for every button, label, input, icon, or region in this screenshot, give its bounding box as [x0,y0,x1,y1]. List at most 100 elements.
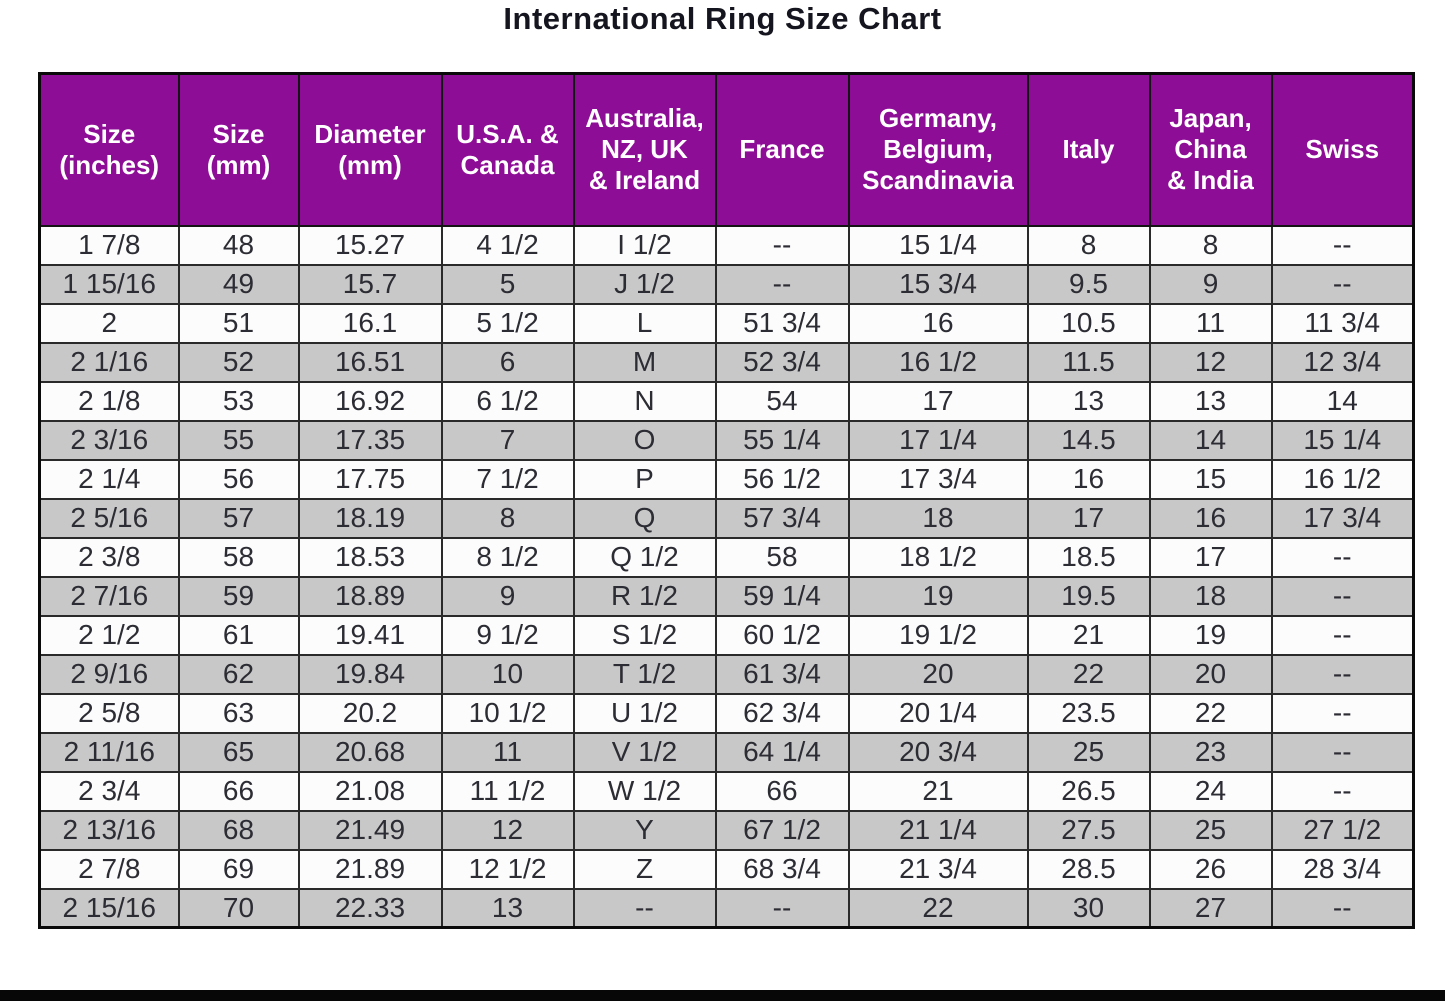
column-header-france: France [714,72,850,227]
cell-swiss: -- [1270,536,1415,578]
cell-japan-china-india: 11 [1148,302,1273,344]
cell-swiss: 27 1/2 [1270,809,1415,851]
table-row: 2 1/4 56 17.75 7 1/2 P 56 1/2 17 3/4 16 15 16 1/2 [38,458,1415,500]
cell-germany-belgium-scandinavia: 17 1/4 [847,419,1029,461]
cell-australia-nz-uk-ireland: R 1/2 [572,575,717,617]
cell-australia-nz-uk-ireland: S 1/2 [572,614,717,656]
table-row: 2 5/16 57 18.19 8 Q 57 3/4 18 17 16 17 3/4 [38,497,1415,539]
cell-japan-china-india: 25 [1148,809,1273,851]
cell-size-inches: 2 13/16 [38,809,180,851]
table-row: 2 9/16 62 19.84 10 T 1/2 61 3/4 20 22 20 -- [38,653,1415,695]
cell-australia-nz-uk-ireland: I 1/2 [572,224,717,266]
cell-size-inches: 1 7/8 [38,224,180,266]
cell-u-s-a-canada: 5 1/2 [440,302,575,344]
cell-swiss: 17 3/4 [1270,497,1415,539]
cell-italy: 28.5 [1026,848,1151,890]
cell-japan-china-india: 15 [1148,458,1273,500]
column-header-diameter-mm: Diameter (mm) [297,72,443,227]
cell-diameter-mm: 20.2 [297,692,443,734]
cell-u-s-a-canada: 8 1/2 [440,536,575,578]
cell-japan-china-india: 14 [1148,419,1273,461]
cell-australia-nz-uk-ireland: J 1/2 [572,263,717,305]
cell-germany-belgium-scandinavia: 21 [847,770,1029,812]
table-row: 2 15/16 70 22.33 13 -- -- 22 30 27 -- [38,887,1415,929]
cell-italy: 22 [1026,653,1151,695]
cell-france: 55 1/4 [714,419,850,461]
cell-diameter-mm: 21.08 [297,770,443,812]
cell-diameter-mm: 17.75 [297,458,443,500]
cell-size-mm: 48 [177,224,300,266]
cell-japan-china-india: 19 [1148,614,1273,656]
table-row: 2 5/8 63 20.2 10 1/2 U 1/2 62 3/4 20 1/4 23.5 22… [38,692,1415,734]
cell-u-s-a-canada: 7 [440,419,575,461]
cell-france: 67 1/2 [714,809,850,851]
cell-japan-china-india: 26 [1148,848,1273,890]
cell-italy: 17 [1026,497,1151,539]
cell-size-inches: 2 7/16 [38,575,180,617]
cell-size-mm: 68 [177,809,300,851]
cell-japan-china-india: 16 [1148,497,1273,539]
cell-japan-china-india: 9 [1148,263,1273,305]
cell-size-mm: 51 [177,302,300,344]
cell-size-inches: 2 1/4 [38,458,180,500]
cell-diameter-mm: 19.41 [297,614,443,656]
cell-italy: 26.5 [1026,770,1151,812]
column-header-size-inches: Size (inches) [38,72,180,227]
column-header-germany-belgium-scandinavia: Germany, Belgium, Scandinavia [847,72,1029,227]
cell-australia-nz-uk-ireland: M [572,341,717,383]
cell-japan-china-india: 22 [1148,692,1273,734]
cell-germany-belgium-scandinavia: 20 3/4 [847,731,1029,773]
cell-size-inches: 2 [38,302,180,344]
cell-size-inches: 1 15/16 [38,263,180,305]
column-header-swiss: Swiss [1270,72,1415,227]
cell-swiss: -- [1270,224,1415,266]
cell-diameter-mm: 21.49 [297,809,443,851]
table-row: 2 1/8 53 16.92 6 1/2 N 54 17 13 13 14 [38,380,1415,422]
cell-swiss: -- [1270,770,1415,812]
table-row: 2 1/16 52 16.51 6 M 52 3/4 16 1/2 11.5 12 12 3/4 [38,341,1415,383]
cell-italy: 8 [1026,224,1151,266]
cell-u-s-a-canada: 12 1/2 [440,848,575,890]
cell-size-mm: 69 [177,848,300,890]
cell-france: 60 1/2 [714,614,850,656]
cell-u-s-a-canada: 6 [440,341,575,383]
cell-swiss: -- [1270,692,1415,734]
column-header-japan-china-india: Japan, China & India [1148,72,1273,227]
cell-italy: 25 [1026,731,1151,773]
cell-france: 61 3/4 [714,653,850,695]
cell-swiss: 14 [1270,380,1415,422]
cell-germany-belgium-scandinavia: 20 [847,653,1029,695]
table-row: 2 3/4 66 21.08 11 1/2 W 1/2 66 21 26.5 24 -- [38,770,1415,812]
column-header-italy: Italy [1026,72,1151,227]
cell-italy: 30 [1026,887,1151,929]
cell-japan-china-india: 17 [1148,536,1273,578]
cell-diameter-mm: 18.89 [297,575,443,617]
cell-australia-nz-uk-ireland: Y [572,809,717,851]
cell-italy: 21 [1026,614,1151,656]
cell-size-mm: 65 [177,731,300,773]
table-row: 1 15/16 49 15.7 5 J 1/2 -- 15 3/4 9.5 9 -- [38,263,1415,305]
ring-size-table-wrap: Size (inches) Size (mm) Diameter (mm) U.S.A… [38,72,1445,929]
cell-size-inches: 2 1/16 [38,341,180,383]
cell-france: 57 3/4 [714,497,850,539]
cell-diameter-mm: 18.19 [297,497,443,539]
table-row: 2 13/16 68 21.49 12 Y 67 1/2 21 1/4 27.5 25 27 1/… [38,809,1415,851]
cell-size-inches: 2 1/2 [38,614,180,656]
cell-japan-china-india: 8 [1148,224,1273,266]
cell-size-mm: 61 [177,614,300,656]
cell-diameter-mm: 16.92 [297,380,443,422]
cell-germany-belgium-scandinavia: 19 1/2 [847,614,1029,656]
column-header-australia-nz-uk-ireland: Australia, NZ, UK & Ireland [572,72,717,227]
cell-size-mm: 55 [177,419,300,461]
cell-germany-belgium-scandinavia: 18 [847,497,1029,539]
cell-size-inches: 2 9/16 [38,653,180,695]
cell-japan-china-india: 23 [1148,731,1273,773]
cell-germany-belgium-scandinavia: 16 1/2 [847,341,1029,383]
cell-france: 51 3/4 [714,302,850,344]
cell-germany-belgium-scandinavia: 19 [847,575,1029,617]
cell-france: 52 3/4 [714,341,850,383]
cell-japan-china-india: 24 [1148,770,1273,812]
column-header-u-s-a-canada: U.S.A. & Canada [440,72,575,227]
cell-diameter-mm: 15.27 [297,224,443,266]
cell-size-inches: 2 5/16 [38,497,180,539]
